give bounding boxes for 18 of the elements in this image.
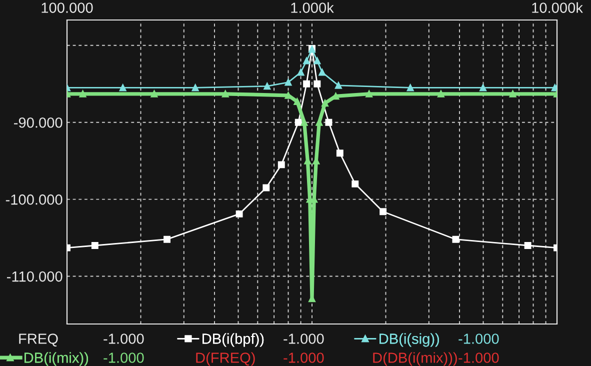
y-tick-label: -100.000 [6, 194, 62, 205]
y-tick-label: -90.000 [14, 117, 62, 128]
text: D(FREQ) [196, 352, 255, 366]
legend-label: DB(i(sig)) [380, 333, 439, 347]
text: -1.000 [458, 352, 499, 363]
x-tick-label: 1.000k [291, 2, 334, 13]
legend-label: DB(i(mix)) [24, 352, 88, 366]
text: D(DB(i(mix))) [373, 352, 457, 366]
text: -1.000 [284, 334, 324, 344]
text: -1.000 [458, 334, 499, 344]
y-tick-label: -110.000 [6, 271, 62, 282]
text: -1.000 [284, 352, 324, 363]
text: -1.000 [104, 352, 144, 363]
x-tick-label: 100.000 [42, 2, 93, 13]
text: FREQ [19, 334, 58, 347]
legend-label: DB(i(bpf)) [202, 333, 264, 347]
text: -1.000 [104, 334, 144, 344]
x-tick-label: 10.000k [532, 2, 583, 13]
